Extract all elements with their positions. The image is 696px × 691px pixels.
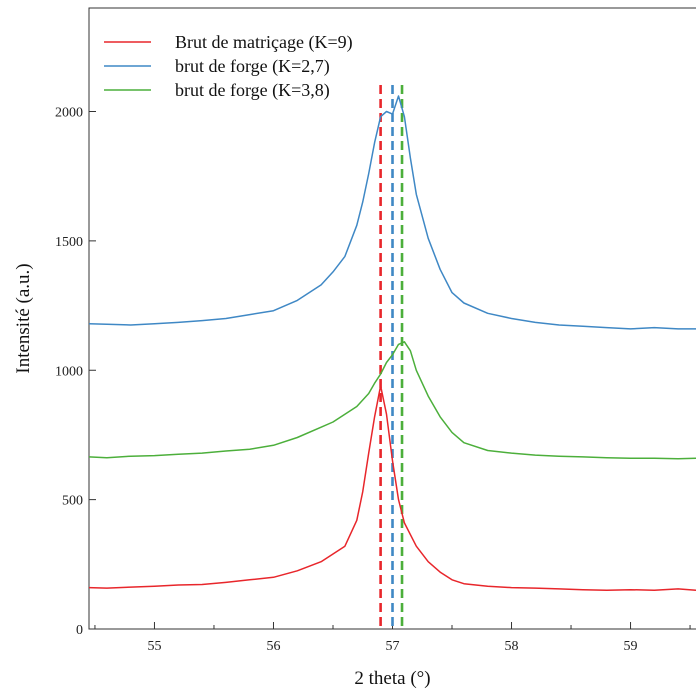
y-axis-label: Intensité (a.u.): [13, 263, 34, 373]
x-tick-label: 57: [386, 639, 400, 654]
peak-markers: [379, 85, 404, 629]
x-tick-label: 56: [266, 639, 280, 654]
legend-label: Brut de matriçage (K=9): [175, 32, 353, 53]
y-tick-label: 0: [76, 623, 83, 638]
x-axis-label: 2 theta (°): [354, 668, 430, 689]
x-tick-label: 58: [505, 639, 519, 654]
y-tick-label: 1500: [55, 235, 83, 250]
x-axis: 55 56 57 58 59: [94, 622, 691, 654]
series-line: [88, 95, 696, 330]
legend-label: brut de forge (K=3,8): [175, 80, 330, 101]
y-tick-label: 1000: [55, 364, 83, 379]
legend-label: brut de forge (K=2,7): [175, 56, 330, 77]
y-tick-label: 2000: [55, 106, 83, 121]
y-tick-label: 500: [62, 494, 83, 509]
series-line: [88, 341, 696, 460]
x-tick-label: 55: [147, 639, 161, 654]
x-tick-label: 59: [624, 639, 638, 654]
series-group: [88, 95, 696, 591]
y-axis: 0 500 1000 1500 2000: [55, 106, 96, 638]
series-line: [88, 385, 696, 591]
plot-frame: [88, 7, 696, 630]
legend: Brut de matriçage (K=9) brut de forge (K=…: [104, 32, 353, 101]
